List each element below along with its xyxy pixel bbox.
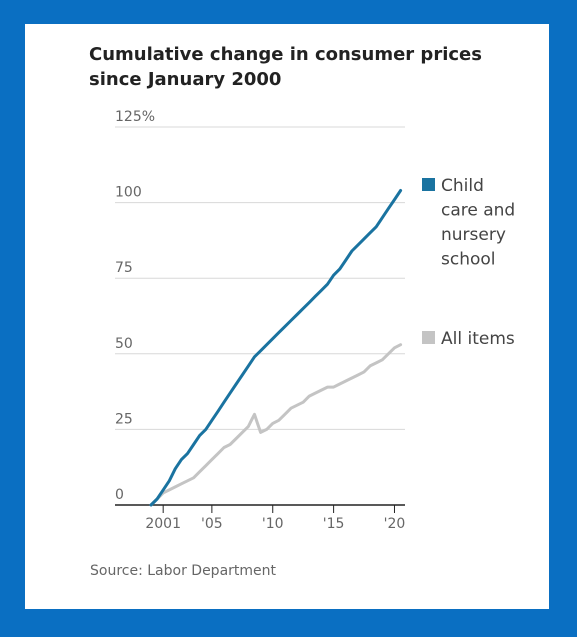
x-tick-label: '20	[384, 516, 406, 532]
legend-swatch	[422, 331, 435, 344]
series-line-child-care	[149, 189, 403, 507]
x-tick-label: '05	[201, 516, 223, 532]
legend: Child care and nursery school All items	[422, 176, 515, 349]
x-axis-ticks: 2001 '05 '10 '15 '20	[145, 505, 405, 532]
chart-card	[25, 24, 549, 609]
legend-label-line: school	[441, 250, 496, 270]
x-tick-label: '10	[262, 516, 284, 532]
legend-item-child-care: Child care and nursery school	[422, 176, 515, 270]
legend-item-all-items: All items	[422, 329, 515, 349]
legend-swatch	[422, 178, 435, 191]
legend-label-line: Child	[441, 176, 484, 196]
y-tick-label: 0	[115, 487, 124, 503]
y-tick-label: 125%	[115, 109, 155, 125]
source-note: Source: Labor Department	[90, 563, 277, 579]
series-lines	[149, 189, 403, 507]
x-tick-label: 2001	[145, 516, 181, 532]
y-tick-label: 25	[115, 411, 133, 427]
series-line-all-items	[149, 343, 403, 507]
gridlines	[115, 126, 405, 506]
y-tick-label: 50	[115, 336, 133, 352]
legend-label-line: All items	[441, 329, 515, 349]
y-tick-label: 100	[115, 185, 142, 201]
chart-title: Cumulative change in consumer prices sin…	[89, 44, 482, 90]
legend-label-line: nursery	[441, 225, 506, 245]
x-tick-label: '15	[323, 516, 345, 532]
y-axis-ticks: 0 25 50 75 100 125%	[115, 109, 155, 503]
y-tick-label: 75	[115, 260, 133, 276]
legend-label-line: care and	[441, 201, 515, 221]
